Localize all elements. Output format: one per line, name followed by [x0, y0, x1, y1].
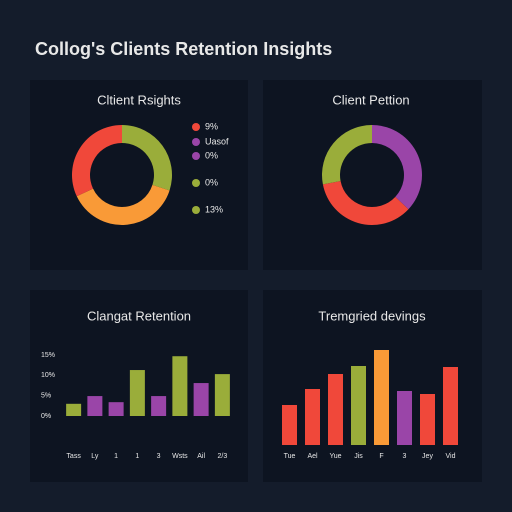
x-tick-label: F — [379, 453, 383, 460]
y-tick-label: 0% — [41, 413, 51, 420]
donut-segment — [122, 125, 172, 191]
x-tick-label: 1 — [114, 453, 118, 460]
x-tick-label: Ly — [91, 453, 99, 460]
x-tick-label: 3 — [403, 453, 407, 460]
legend-swatch — [192, 138, 200, 146]
legend-label: 13% — [205, 204, 223, 214]
bar — [129, 370, 145, 416]
x-tick-label: Tue — [284, 453, 296, 460]
x-tick-label: 3 — [157, 453, 161, 460]
panel — [30, 80, 248, 270]
panel — [263, 80, 482, 270]
bar — [443, 367, 458, 445]
x-tick-label: Tass — [66, 453, 81, 460]
donut-segment — [71, 125, 122, 197]
x-tick-label: Vid — [446, 453, 456, 460]
legend-label: 0% — [205, 177, 218, 187]
x-tick-label: Jis — [354, 453, 363, 460]
bar — [420, 394, 435, 445]
bar — [193, 383, 209, 416]
bar — [66, 403, 82, 416]
dashboard-title: Collog's Clients Retention Insights — [35, 39, 332, 59]
donut-segment — [76, 184, 170, 225]
bar — [151, 396, 167, 416]
legend-swatch — [192, 206, 200, 214]
bar — [108, 402, 124, 416]
legend-label: 0% — [205, 150, 218, 160]
bar — [397, 391, 412, 445]
legend-label: 9% — [205, 121, 218, 131]
bar — [374, 350, 389, 445]
bar — [87, 396, 103, 416]
x-tick-label: 2/3 — [218, 453, 228, 460]
donut-segment — [322, 180, 409, 225]
donut-segment — [322, 125, 372, 185]
bar — [351, 366, 366, 445]
x-tick-label: 1 — [135, 453, 139, 460]
y-tick-label: 15% — [41, 352, 55, 359]
legend-label: Uasof — [205, 136, 229, 146]
x-tick-label: Wsts — [172, 453, 188, 460]
x-tick-label: Jey — [422, 453, 433, 460]
chart-title: Client Pettion — [332, 92, 409, 107]
chart-title: Tremgried devings — [318, 308, 426, 323]
y-tick-label: 5% — [41, 393, 51, 400]
bar — [328, 374, 343, 445]
legend-swatch — [192, 179, 200, 187]
bar — [282, 405, 297, 445]
x-tick-label: Yue — [329, 453, 341, 460]
x-tick-label: Ael — [307, 453, 318, 460]
bar — [172, 356, 188, 416]
legend-swatch — [192, 123, 200, 131]
chart-title: Clangat Retention — [87, 308, 191, 323]
y-tick-label: 10% — [41, 372, 55, 379]
bar — [214, 374, 230, 416]
bar — [305, 389, 320, 445]
x-tick-label: Ail — [197, 453, 205, 460]
chart-title: Cltient Rsights — [97, 92, 181, 107]
donut-segment — [372, 125, 422, 210]
legend-swatch — [192, 152, 200, 160]
